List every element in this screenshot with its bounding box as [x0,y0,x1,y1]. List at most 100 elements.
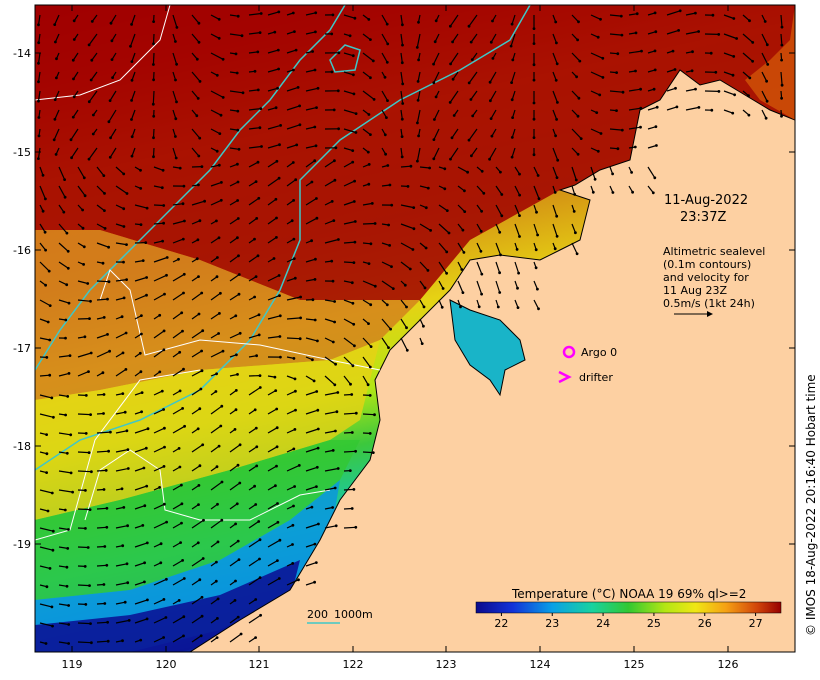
velocity-arrow [130,109,136,120]
velocity-arrow-head [198,219,202,223]
velocity-arrow-head [121,544,125,548]
velocity-arrow-head [145,617,149,621]
velocity-arrow [153,222,164,225]
velocity-arrow-head [52,138,56,142]
velocity-arrow-head [515,248,519,251]
velocity-arrow-head [367,113,371,116]
velocity-arrow-head [371,59,375,63]
velocity-arrow [91,52,98,61]
velocity-arrow-head [200,595,204,599]
velocity-arrow-head [279,355,282,359]
velocity-arrow [77,413,91,416]
velocity-arrow [381,280,394,290]
velocity-arrow [490,109,497,119]
velocity-arrow [153,240,163,244]
velocity-arrow [780,14,783,28]
velocity-arrow [343,71,354,76]
velocity-arrow [400,261,411,270]
velocity-arrow-head [121,639,124,643]
velocity-arrow-head [87,370,90,373]
velocity-arrow [324,337,334,343]
velocity-arrow-head [90,20,94,23]
velocity-arrow [511,128,516,138]
velocity-arrow-head [103,227,107,230]
velocity-arrow [324,391,338,396]
velocity-arrow-head [400,155,404,159]
velocity-arrow [552,33,557,44]
velocity-arrow-head [387,346,390,349]
velocity-arrow-head [102,316,106,319]
velocity-arrow-head [237,273,241,276]
velocity-arrow [511,14,516,25]
colorbar-tick-label: 26 [698,617,712,630]
velocity-arrow-head [631,190,634,194]
velocity-arrow-head [406,185,410,188]
velocity-arrow-head [180,502,184,506]
velocity-arrow-head [400,135,404,139]
altimetry-legend: Altimetric sealevel (0.1m contours) and … [663,245,765,317]
velocity-arrow-head [152,63,155,66]
velocity-arrow-head [764,116,768,120]
credit-text: © IMOS 18-Aug-2022 20:16:40 Hobart time [804,374,818,636]
velocity-arrow [129,33,136,47]
velocity-arrow-head [452,114,456,117]
velocity-arrow-head [639,106,643,110]
velocity-arrow-head [330,70,334,74]
velocity-arrow-head [67,604,70,607]
velocity-arrow [400,165,411,168]
velocity-arrow [495,242,502,256]
velocity-arrow-head [88,317,91,320]
velocity-arrow-head [694,87,697,91]
velocity-arrow [248,51,258,54]
velocity-arrow-head [459,305,462,309]
velocity-arrow-head [87,451,91,454]
velocity-arrow-head [257,333,261,337]
velocity-arrow-head [84,489,87,492]
velocity-arrow-head [152,20,156,23]
velocity-arrow-head [298,337,302,341]
velocity-arrow-head [130,60,134,63]
velocity-arrow-head [216,256,219,259]
velocity-arrow-head [201,329,205,333]
velocity-arrow [191,465,201,472]
velocity-arrow-head [417,20,420,24]
velocity-arrow-head [84,603,88,606]
velocity-arrow-head [391,287,395,290]
velocity-arrow-head [276,520,280,524]
velocity-arrow-head [275,407,279,411]
velocity-arrow-head [65,283,69,287]
velocity-arrow-head [576,152,580,156]
velocity-arrow-head [348,469,352,472]
velocity-arrow-head [120,315,124,319]
velocity-arrow [109,147,117,158]
velocity-arrow-head [639,87,642,91]
velocity-arrow [533,166,539,176]
velocity-arrow [267,217,277,225]
velocity-arrow [400,90,404,104]
velocity-arrow [457,166,468,173]
velocity-arrow-head [536,174,540,177]
velocity-arrow [571,90,580,99]
lat-tick-label: -15 [13,146,31,159]
velocity-arrow-head [181,559,185,562]
velocity-arrow-head [63,178,66,182]
velocity-arrow-head [139,168,142,172]
velocity-arrow [115,601,126,605]
velocity-arrow-head [130,99,134,102]
velocity-arrow [77,451,90,454]
velocity-arrow [115,279,127,282]
velocity-arrow-head [273,30,277,34]
velocity-arrow-head [238,331,242,335]
velocity-arrow-head [175,26,179,29]
velocity-arrow-head [416,98,420,102]
velocity-arrow-head [125,429,129,433]
velocity-arrow-head [334,429,337,433]
velocity-arrow-head [299,295,302,299]
velocity-arrow-head [480,169,484,173]
velocity-arrow [71,147,79,159]
velocity-arrow-head [313,125,317,129]
velocity-arrow-head [499,170,502,174]
velocity-arrow-head [181,407,185,410]
velocity-arrow-head [121,351,125,355]
velocity-arrow [495,185,503,195]
